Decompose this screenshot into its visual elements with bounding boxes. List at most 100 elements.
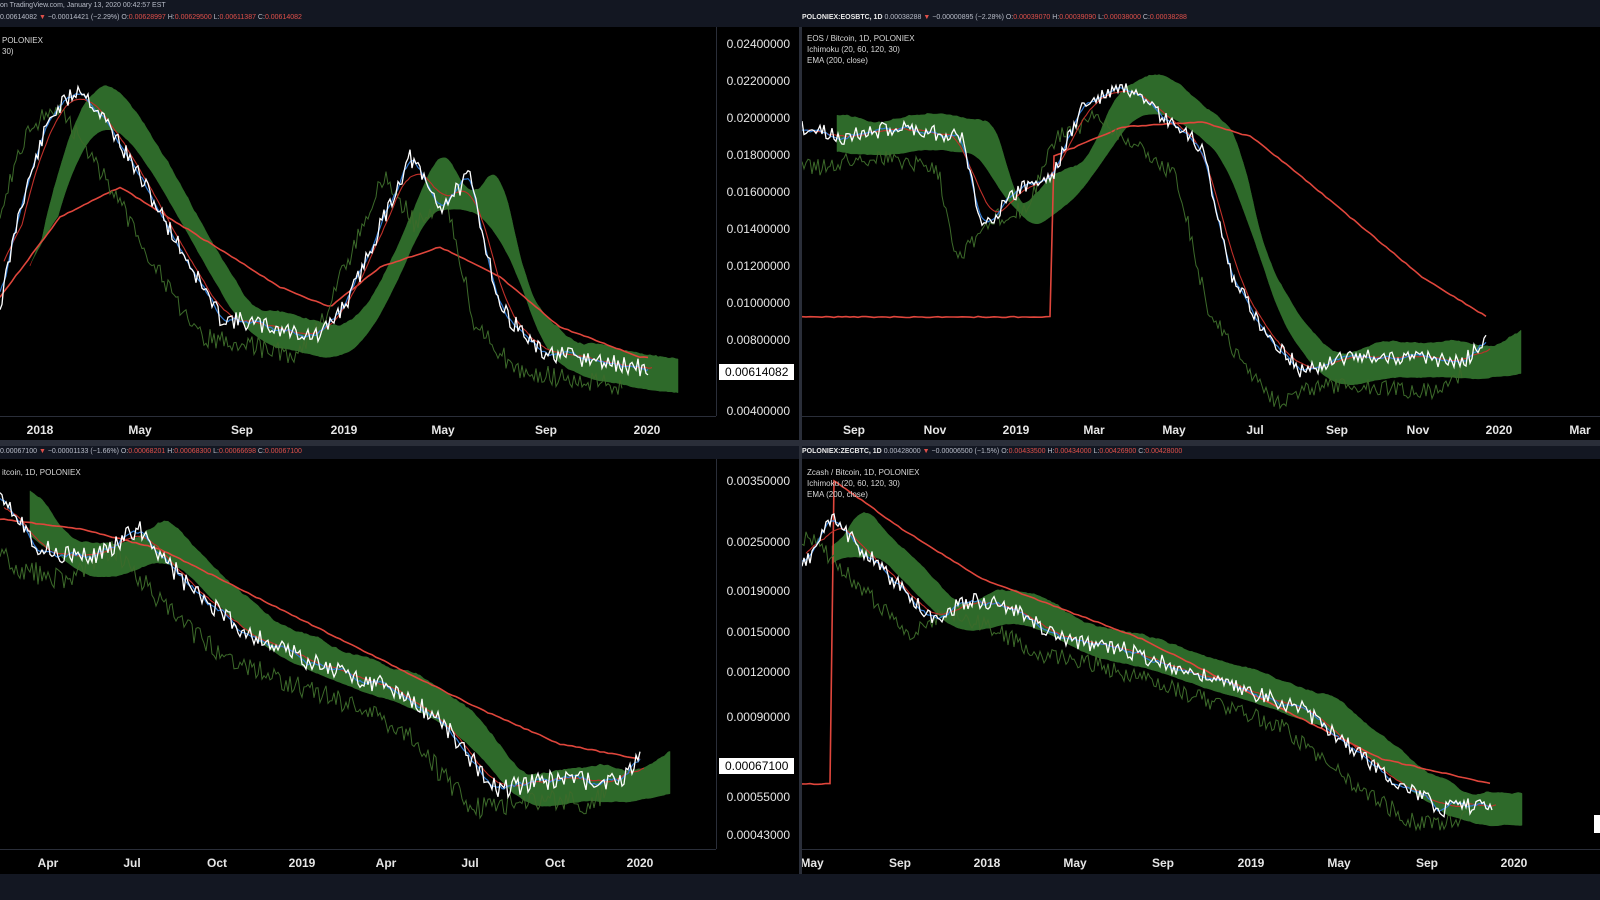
ichimoku-cloud-segment <box>1450 339 1454 378</box>
time-label: Nov <box>1406 423 1430 437</box>
ichimoku-cloud-segment <box>655 758 659 798</box>
ichimoku-cloud-segment <box>1062 168 1066 208</box>
ichimoku-cloud-segment <box>253 601 257 640</box>
ichimoku-cloud-segment <box>1128 84 1132 126</box>
ichimoku-cloud-segment <box>885 530 889 566</box>
ichimoku-cloud-segment <box>1368 344 1372 383</box>
legend-bottom-right: Zcash / Bitcoin, 1D, POLONIEX Ichimoku (… <box>807 467 919 500</box>
chart-pane-bottom-left[interactable]: itcoin, 1D, POLONIEX <box>0 459 716 849</box>
ichimoku-cloud-segment <box>1199 653 1203 688</box>
ichimoku-cloud-segment <box>495 175 499 239</box>
chart-canvas-top-left <box>0 84 679 396</box>
ichimoku-cloud-segment <box>1268 258 1272 290</box>
ichimoku-cloud-segment <box>1096 134 1100 170</box>
ichimoku-cloud-segment <box>649 763 653 799</box>
chart-pane-top-right[interactable]: EOS / Bitcoin, 1D, POLONIEX Ichimoku (20… <box>802 27 1600 416</box>
ichimoku-cloud-segment <box>1250 192 1254 237</box>
ichimoku-cloud-segment <box>463 703 467 743</box>
ichimoku-cloud-segment <box>405 221 409 262</box>
ichimoku-cloud-segment <box>1182 86 1186 126</box>
chart-pane-top-left[interactable]: POLONIEX 30) <box>0 27 716 416</box>
ichimoku-cloud-segment <box>353 314 357 349</box>
ichimoku-cloud-segment <box>243 594 247 631</box>
ichimoku-cloud-segment <box>1046 178 1050 220</box>
ichimoku-cloud-segment <box>133 109 137 151</box>
ichimoku-cloud-segment <box>1347 707 1351 743</box>
pane-divider-vertical[interactable] <box>799 27 802 874</box>
ichimoku-cloud-segment <box>171 523 175 566</box>
ichimoku-cloud-segment <box>1439 777 1443 812</box>
ichimoku-cloud-segment <box>888 119 892 156</box>
time-axis-top-right[interactable]: Sep Nov 2019 Mar May Jul Sep Nov 2020 Ma… <box>802 416 1600 441</box>
price-label: 0.01000000 <box>726 296 790 310</box>
ichimoku-cloud-segment <box>635 768 639 802</box>
price-axis-bottom-left[interactable]: 0.00350000 0.00250000 0.00190000 0.00150… <box>716 459 800 849</box>
time-label: Sep <box>1151 856 1175 870</box>
ichimoku-cloud-segment <box>481 721 485 761</box>
ichimoku-cloud-segment <box>523 269 527 299</box>
ichimoku-cloud-segment <box>451 696 455 733</box>
ichimoku-cloud-segment <box>457 700 461 739</box>
ichimoku-cloud-segment <box>990 124 994 180</box>
current-price-tag: 0.00067100 <box>719 758 795 774</box>
ichimoku-cloud-segment <box>335 324 339 357</box>
ichimoku-cloud-segment <box>887 533 891 567</box>
ichimoku-cloud-segment <box>201 554 205 592</box>
ichimoku-cloud-segment <box>1410 342 1414 378</box>
ichimoku-cloud-segment <box>513 229 517 274</box>
ichimoku-cloud-segment <box>79 108 83 157</box>
pane-divider-horizontal[interactable] <box>0 440 1600 446</box>
ichimoku-cloud-segment <box>131 106 135 148</box>
ichimoku-cloud-segment <box>489 732 493 771</box>
ichimoku-cloud-segment <box>1371 728 1375 762</box>
time-label: May <box>128 423 152 437</box>
ichimoku-cloud-segment <box>1264 247 1268 278</box>
time-axis-top-left[interactable]: 2018 May Sep 2019 May Sep 2020 <box>0 416 716 441</box>
ichimoku-cloud-segment <box>1378 341 1382 381</box>
ichimoku-cloud-segment <box>673 357 677 393</box>
chart-pane-bottom-right[interactable]: Zcash / Bitcoin, 1D, POLONIEX Ichimoku (… <box>802 459 1600 849</box>
ichimoku-cloud-segment <box>59 524 63 559</box>
ichimoku-cloud-segment <box>1355 713 1359 749</box>
ichimoku-cloud-segment <box>1243 666 1247 701</box>
ichimoku-cloud-segment <box>1274 273 1278 306</box>
ichimoku-cloud-segment <box>1505 792 1509 825</box>
time-axis-bottom-right[interactable]: May Sep 2018 May Sep 2019 May Sep 2020 <box>800 849 1600 874</box>
ichimoku-cloud-segment <box>445 692 449 729</box>
ichimoku-cloud-segment <box>501 746 505 785</box>
time-axis-bottom-left[interactable]: Apr Jul Oct 2019 Apr Jul Oct 2020 <box>0 849 716 874</box>
ichimoku-cloud-segment <box>1244 168 1248 220</box>
ichimoku-cloud-segment <box>251 600 255 638</box>
ichimoku-cloud-segment <box>893 539 897 574</box>
ichimoku-cloud-segment <box>1401 749 1405 787</box>
ichimoku-cloud-segment <box>45 211 49 237</box>
ichimoku-cloud-segment <box>1084 155 1088 186</box>
ichimoku-cloud-segment <box>31 256 35 262</box>
ichimoku-cloud-segment <box>143 123 147 165</box>
ichimoku-cloud-segment <box>1322 343 1326 377</box>
ichimoku-cloud-segment <box>1403 752 1407 788</box>
ichimoku-cloud-segment <box>974 119 978 159</box>
time-label: May <box>800 856 824 870</box>
ichimoku-cloud-segment <box>235 587 239 624</box>
ichimoku-cloud-segment <box>892 118 896 155</box>
price-scale-handle[interactable] <box>1594 815 1600 833</box>
ichimoku-cloud-segment <box>917 561 921 598</box>
ichimoku-cloud-segment <box>379 278 383 315</box>
ichimoku-cloud-segment <box>213 245 217 284</box>
ichimoku-cloud-segment <box>1333 696 1337 735</box>
ichimoku-cloud-segment <box>183 191 187 231</box>
ichimoku-cloud-segment <box>1296 311 1300 348</box>
ichimoku-cloud-segment <box>1412 341 1416 378</box>
ichimoku-cloud-segment <box>151 136 155 177</box>
ichimoku-cloud-segment <box>1234 138 1238 193</box>
ichimoku-cloud-segment <box>1390 340 1394 378</box>
price-axis-top-left[interactable]: 0.02400000 0.02200000 0.02000000 0.01800… <box>716 27 800 418</box>
ichimoku-cloud-segment <box>355 313 359 348</box>
lagging-span-line <box>802 531 1467 832</box>
ichimoku-cloud-segment <box>181 186 185 228</box>
ichimoku-cloud-segment <box>669 357 673 393</box>
ichimoku-cloud-segment <box>227 579 231 617</box>
ichimoku-cloud-segment <box>211 564 215 602</box>
ichimoku-cloud-segment <box>193 546 197 583</box>
